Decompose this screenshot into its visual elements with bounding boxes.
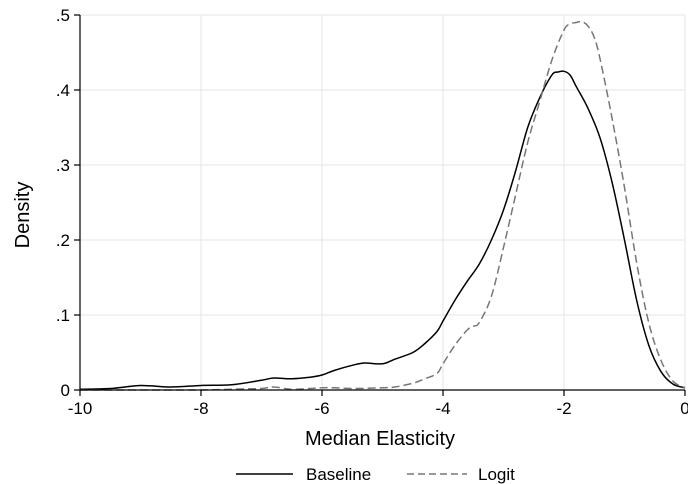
x-tick-label: -8 bbox=[193, 399, 208, 418]
legend-label-logit: Logit bbox=[478, 465, 515, 484]
y-tick-label: .1 bbox=[56, 306, 70, 325]
axes bbox=[74, 14, 686, 396]
series-line-baseline bbox=[79, 70, 686, 391]
series-lines bbox=[79, 20, 686, 391]
legend-label-baseline: Baseline bbox=[306, 465, 371, 484]
x-tick-label: -4 bbox=[435, 399, 450, 418]
y-tick-label: .4 bbox=[56, 81, 70, 100]
series-line-logit bbox=[80, 20, 686, 391]
y-tick-label: .5 bbox=[56, 6, 70, 25]
y-tick-label: 0 bbox=[61, 381, 70, 400]
legend: Baseline Logit bbox=[236, 465, 515, 484]
y-tick-label: .3 bbox=[56, 156, 70, 175]
x-tick-label: -10 bbox=[68, 399, 93, 418]
y-axis-title: Density bbox=[12, 182, 34, 249]
x-axis-title: Median Elasticity bbox=[305, 428, 455, 450]
y-tick-label: .2 bbox=[56, 231, 70, 250]
tick-labels: -10 -8 -6 -4 -2 0 0 .1 .2 .3 .4 .5 bbox=[56, 6, 688, 418]
x-tick-label: -2 bbox=[556, 399, 571, 418]
x-tick-label: 0 bbox=[680, 399, 688, 418]
x-tick-label: -6 bbox=[314, 399, 329, 418]
